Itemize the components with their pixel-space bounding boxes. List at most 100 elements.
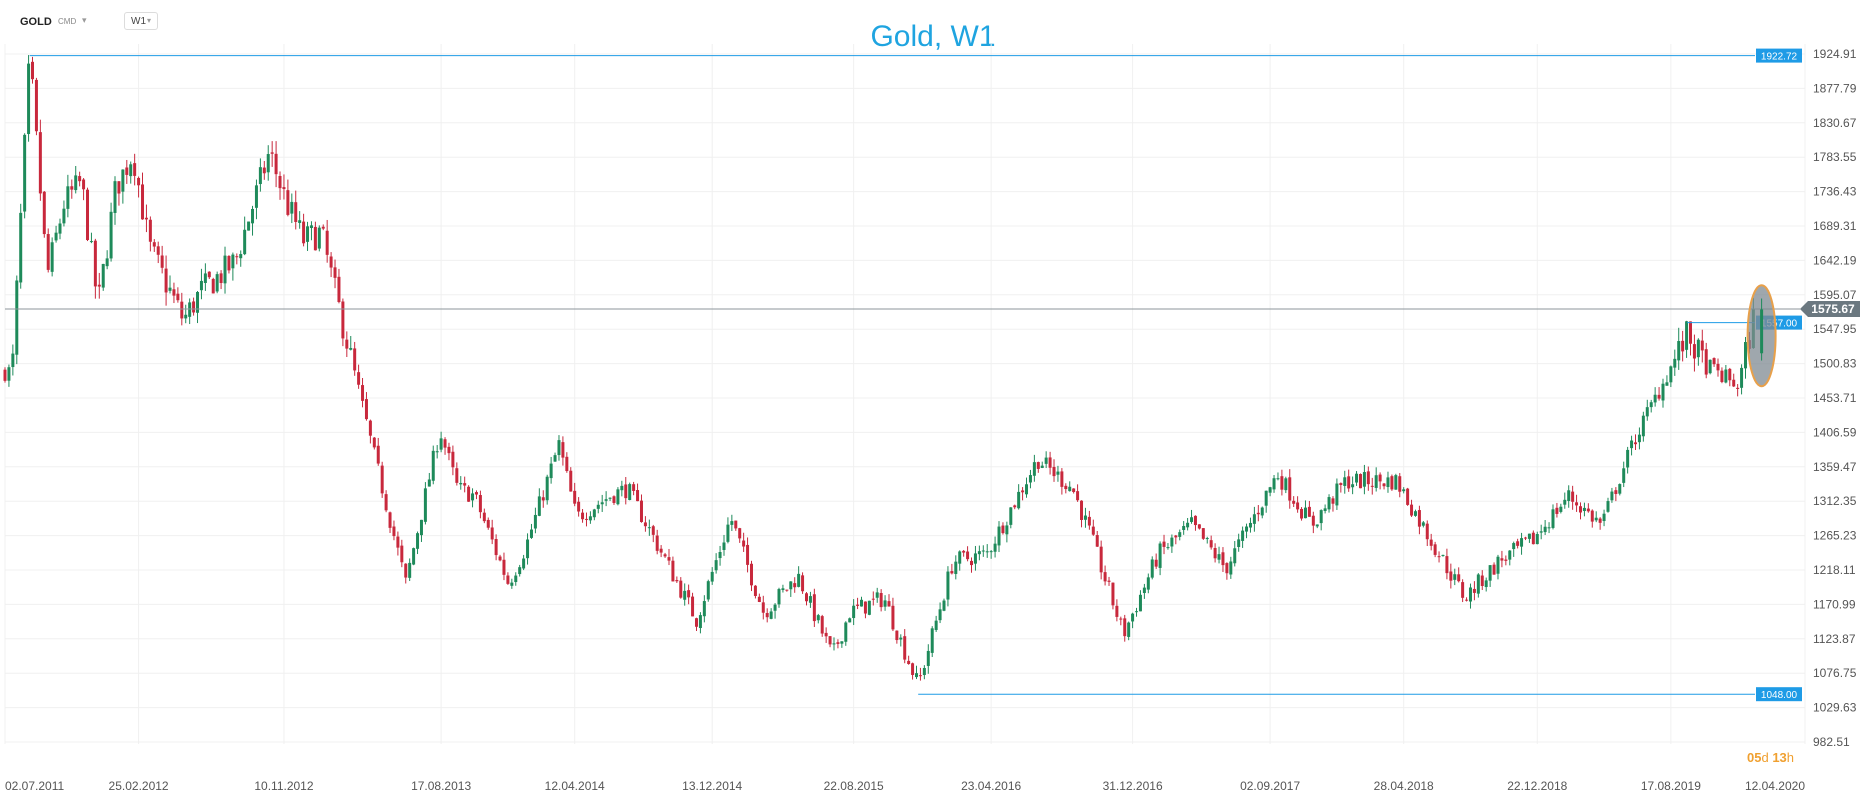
candle-body bbox=[651, 526, 655, 535]
candle-body bbox=[27, 63, 31, 135]
candle-body bbox=[1182, 525, 1186, 531]
candle-body bbox=[604, 499, 608, 501]
x-tick-label: 31.12.2016 bbox=[1103, 779, 1163, 793]
candle-body bbox=[1677, 341, 1681, 361]
candle-body bbox=[1649, 402, 1653, 408]
candle-body bbox=[710, 571, 714, 582]
candle-body bbox=[1142, 587, 1146, 594]
candle-body bbox=[412, 548, 416, 565]
chart-title: Gold, W1 bbox=[870, 20, 996, 53]
candle-body bbox=[789, 581, 793, 590]
candle-body bbox=[207, 271, 211, 278]
candle-body bbox=[667, 557, 671, 561]
candle-body bbox=[1692, 344, 1696, 359]
candle-body bbox=[1111, 582, 1115, 606]
candle-body bbox=[647, 527, 651, 529]
candle-body bbox=[561, 442, 565, 458]
candle-body bbox=[1315, 524, 1319, 527]
candle-body bbox=[620, 485, 624, 491]
candle-body bbox=[1256, 512, 1260, 515]
candle-body bbox=[219, 273, 223, 284]
candle-body bbox=[636, 490, 640, 502]
candle-body bbox=[510, 582, 514, 586]
candle-body bbox=[1017, 491, 1021, 509]
candle-body bbox=[742, 540, 746, 547]
candle-body bbox=[1366, 471, 1370, 485]
candle-body bbox=[1685, 321, 1689, 350]
candle-body bbox=[549, 463, 553, 479]
candle-body bbox=[215, 274, 219, 292]
candle-body bbox=[1586, 508, 1590, 512]
candle-body bbox=[192, 301, 196, 313]
candle-body bbox=[1492, 564, 1496, 575]
candle-body bbox=[934, 620, 938, 630]
candle-body bbox=[1508, 550, 1512, 560]
candle-body bbox=[1653, 394, 1657, 403]
candle-body bbox=[573, 490, 577, 504]
candle-body bbox=[1127, 622, 1131, 637]
candle-body bbox=[1527, 533, 1531, 539]
candle-body bbox=[655, 535, 659, 551]
candle-body bbox=[746, 544, 750, 565]
chevron-down-icon: ▾ bbox=[147, 16, 152, 25]
timeframe-select[interactable]: W1 ▾ bbox=[124, 12, 158, 30]
chevron-down-icon[interactable]: ▾ bbox=[82, 15, 87, 25]
x-tick-label: 02.07.2011 bbox=[5, 779, 64, 793]
symbol-label[interactable]: GOLD bbox=[20, 16, 52, 28]
candle-body bbox=[1539, 531, 1543, 533]
candle-body bbox=[1724, 369, 1728, 383]
candle-body bbox=[1598, 518, 1602, 523]
candle-body bbox=[1311, 515, 1315, 526]
candle-body bbox=[368, 420, 372, 436]
candle-body bbox=[486, 519, 490, 528]
candle-body bbox=[1673, 358, 1677, 368]
candle-body bbox=[1472, 588, 1476, 593]
candle-body bbox=[856, 604, 860, 606]
candle-body bbox=[1535, 534, 1539, 545]
candle-body bbox=[427, 479, 431, 487]
candle-body bbox=[1131, 613, 1135, 622]
candle-body bbox=[290, 201, 294, 214]
candle-body bbox=[1355, 473, 1359, 483]
candle-body bbox=[1245, 526, 1249, 532]
candle-body bbox=[1056, 471, 1060, 475]
candle-body bbox=[694, 618, 698, 627]
candle-body bbox=[1700, 340, 1704, 351]
candle-body bbox=[1005, 525, 1009, 535]
candle-body bbox=[282, 187, 286, 190]
category-label[interactable]: CMD bbox=[58, 17, 77, 26]
candle-body bbox=[1158, 543, 1162, 568]
candle-body bbox=[1429, 539, 1433, 546]
countdown-part: 13 bbox=[1772, 750, 1786, 765]
candle-body bbox=[616, 489, 620, 505]
candle-body bbox=[1048, 457, 1052, 468]
candle-body bbox=[1197, 524, 1201, 529]
candle-body bbox=[490, 527, 494, 540]
candle-body bbox=[816, 615, 820, 621]
candle-body bbox=[376, 445, 380, 464]
candle-body bbox=[172, 289, 176, 296]
candle-body bbox=[113, 181, 117, 213]
candle-body bbox=[1378, 474, 1382, 482]
level-label: 1922.72 bbox=[1761, 52, 1798, 63]
candle-body bbox=[679, 580, 683, 598]
candle-body bbox=[3, 369, 7, 381]
candle-body bbox=[526, 539, 530, 559]
candle-body bbox=[23, 134, 27, 212]
candle-body bbox=[1578, 506, 1582, 513]
candle-body bbox=[801, 575, 805, 592]
candle-body bbox=[384, 494, 388, 511]
candle-body bbox=[545, 476, 549, 501]
candle-body bbox=[1339, 483, 1343, 485]
candle-body bbox=[1319, 510, 1323, 524]
candle-body bbox=[915, 673, 919, 678]
candle-body bbox=[144, 217, 148, 220]
y-tick-label: 982.51 bbox=[1813, 735, 1850, 749]
candle-body bbox=[781, 588, 785, 591]
candle-body bbox=[1146, 577, 1150, 590]
y-tick-label: 1312.35 bbox=[1813, 494, 1857, 508]
candle-body bbox=[1272, 478, 1276, 490]
candle-body bbox=[1669, 366, 1673, 383]
candle-body bbox=[887, 601, 891, 607]
